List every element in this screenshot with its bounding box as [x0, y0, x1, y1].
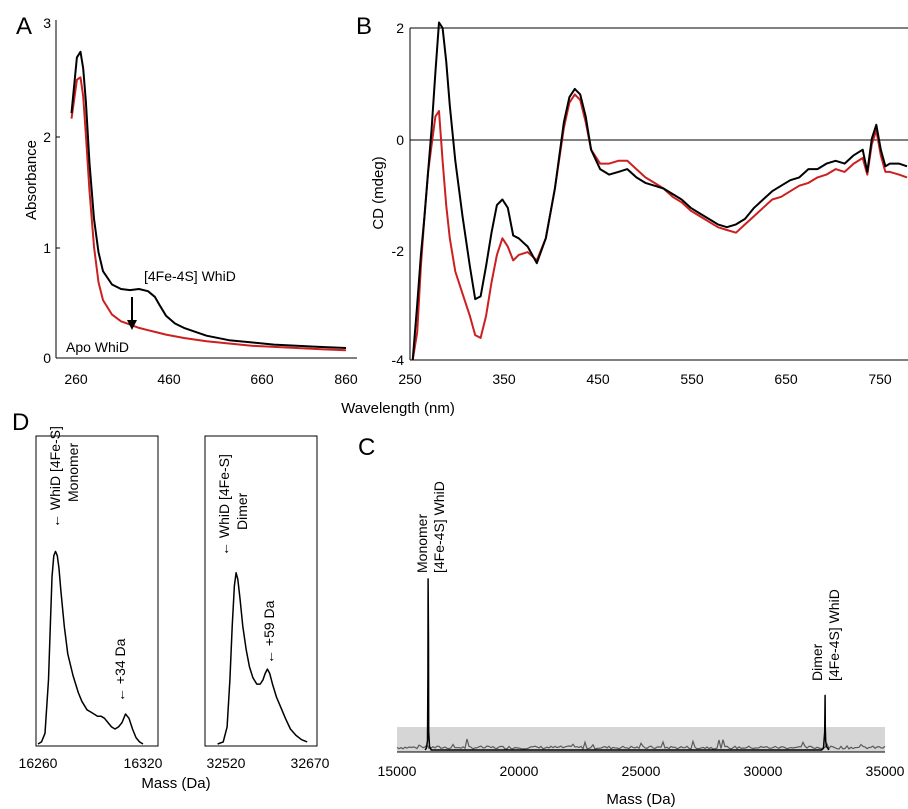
panel-d-left-peak-sublabel: Monomer: [65, 443, 81, 502]
panel-a-series-secondary-line: [70, 50, 347, 349]
panel-d-right-frame: [204, 435, 318, 747]
panel-a-ytick-label: 2: [43, 129, 51, 145]
panel-d-right-adduct-label: ← +59 Da: [261, 600, 277, 664]
panel-c-xtick-label: 25000: [622, 763, 661, 779]
panel-b-y-ticks: -4 -2 0 2: [392, 20, 405, 368]
panel-b-xtick-label: 750: [868, 371, 892, 387]
panel-c-x-ticks: 15000 20000 25000 30000 35000: [378, 763, 905, 779]
panel-a-y-label: Absorbance: [23, 140, 40, 220]
panel-b-xtick-label: 550: [680, 371, 704, 387]
panel-c-noise-trace: [396, 738, 886, 751]
panel-d-right-peak-sublabel: Dimer: [234, 492, 250, 530]
panel-d-right-peak-label-text: WhiD [4Fe-S]: [216, 454, 232, 538]
panel-d-xtick-label: 32670: [291, 755, 330, 771]
panel-c-primary-line: [424, 578, 830, 751]
panel-d-series: [37, 550, 308, 745]
panel-a-xtick-label: 860: [334, 371, 358, 387]
panel-a-ytick-label: 0: [43, 350, 51, 366]
panel-c-letter: C: [358, 434, 375, 461]
panel-c: C 15000 20000 25000 30000 35000 Mass (Da…: [358, 434, 905, 808]
panel-c-xtick-label: 35000: [866, 763, 905, 779]
panel-b-xtick-label: 650: [774, 371, 798, 387]
panel-b-xtick-label: 350: [492, 371, 516, 387]
panel-b-series-secondary-line: [411, 21, 908, 361]
panel-c-x-label: Mass (Da): [606, 791, 675, 808]
panel-a: A 0 1 2 3 260 460 660 860 Absorbance [4F…: [16, 13, 358, 387]
panel-c-monomer-sublabel: [4Fe-4S] WhiD: [431, 481, 447, 573]
panel-a-apo-label: Apo WhiD: [66, 339, 129, 355]
panel-c-xtick-label: 20000: [500, 763, 539, 779]
panel-b: B -4 -2 0 2 250 350 450 550 650 750 CD (…: [356, 13, 908, 387]
panel-d-right-primary-line: [217, 572, 308, 745]
panel-d-xtick-label: 16320: [124, 755, 163, 771]
panel-b-y-label: CD (mdeg): [370, 156, 387, 229]
panel-d-right-adduct-text: +59 Da: [261, 600, 277, 646]
panel-b-xtick-label: 450: [586, 371, 610, 387]
panel-a-ytick-label: 3: [43, 15, 51, 31]
panel-d-xtick-label: 32520: [207, 755, 246, 771]
panel-d-left-adduct-label: ← +34 Da: [112, 638, 128, 702]
shared-x-label: Wavelength (nm): [341, 400, 455, 417]
panel-c-dimer-label: Dimer: [809, 643, 825, 681]
panel-d-letter: D: [12, 409, 29, 436]
panel-d-left-peak-label: ← WhiD [4Fe-S]: [47, 426, 63, 528]
panel-c-monomer-label: Monomer: [414, 514, 430, 573]
panel-b-ytick-label: -4: [392, 352, 405, 368]
panel-b-series-primary-line: [411, 93, 908, 361]
panel-a-arrow-head: [127, 320, 137, 330]
panel-b-x-ticks: 250 350 450 550 650 750: [398, 371, 892, 387]
panel-b-xtick-label: 250: [398, 371, 422, 387]
panel-b-ytick-label: 2: [396, 20, 404, 36]
panel-c-xtick-label: 15000: [378, 763, 417, 779]
panel-d: D ← WhiD [4Fe-S] Monomer ← +34 Da ← WhiD…: [12, 409, 330, 792]
panel-a-xtick-label: 460: [157, 371, 181, 387]
panel-d-x-label: Mass (Da): [141, 775, 210, 792]
panel-d-left-frame: [35, 435, 159, 747]
panel-b-letter: B: [356, 13, 372, 40]
panel-a-y-ticks: 0 1 2 3: [43, 15, 60, 366]
panel-a-series: [70, 50, 347, 352]
panel-d-left-peak-label-text: WhiD [4Fe-S]: [47, 426, 63, 510]
panel-c-xtick-label: 30000: [744, 763, 783, 779]
panel-b-series: [411, 21, 908, 361]
panel-a-xtick-label: 660: [250, 371, 274, 387]
panel-a-ytick-label: 1: [43, 240, 51, 256]
panel-a-cluster-label: [4Fe-4S] WhiD: [144, 268, 236, 284]
panel-d-left-adduct-text: +34 Da: [112, 638, 128, 684]
panel-d-right-peak-label: ← WhiD [4Fe-S]: [216, 454, 232, 556]
panel-a-x-ticks: 260 460 660 860: [64, 371, 358, 387]
panel-b-ytick-label: 0: [396, 132, 404, 148]
panel-b-ytick-label: -2: [392, 243, 405, 259]
panel-a-series-primary-line: [70, 76, 347, 352]
panel-c-series: [424, 578, 830, 751]
panel-c-dimer-sublabel: [4Fe-4S] WhiD: [826, 589, 842, 681]
panel-c-noise-band: [397, 727, 885, 752]
panel-a-letter: A: [16, 13, 32, 40]
panel-d-xtick-label: 16260: [19, 755, 58, 771]
panel-d-left-primary-line: [37, 550, 144, 745]
panel-a-xtick-label: 260: [64, 371, 88, 387]
